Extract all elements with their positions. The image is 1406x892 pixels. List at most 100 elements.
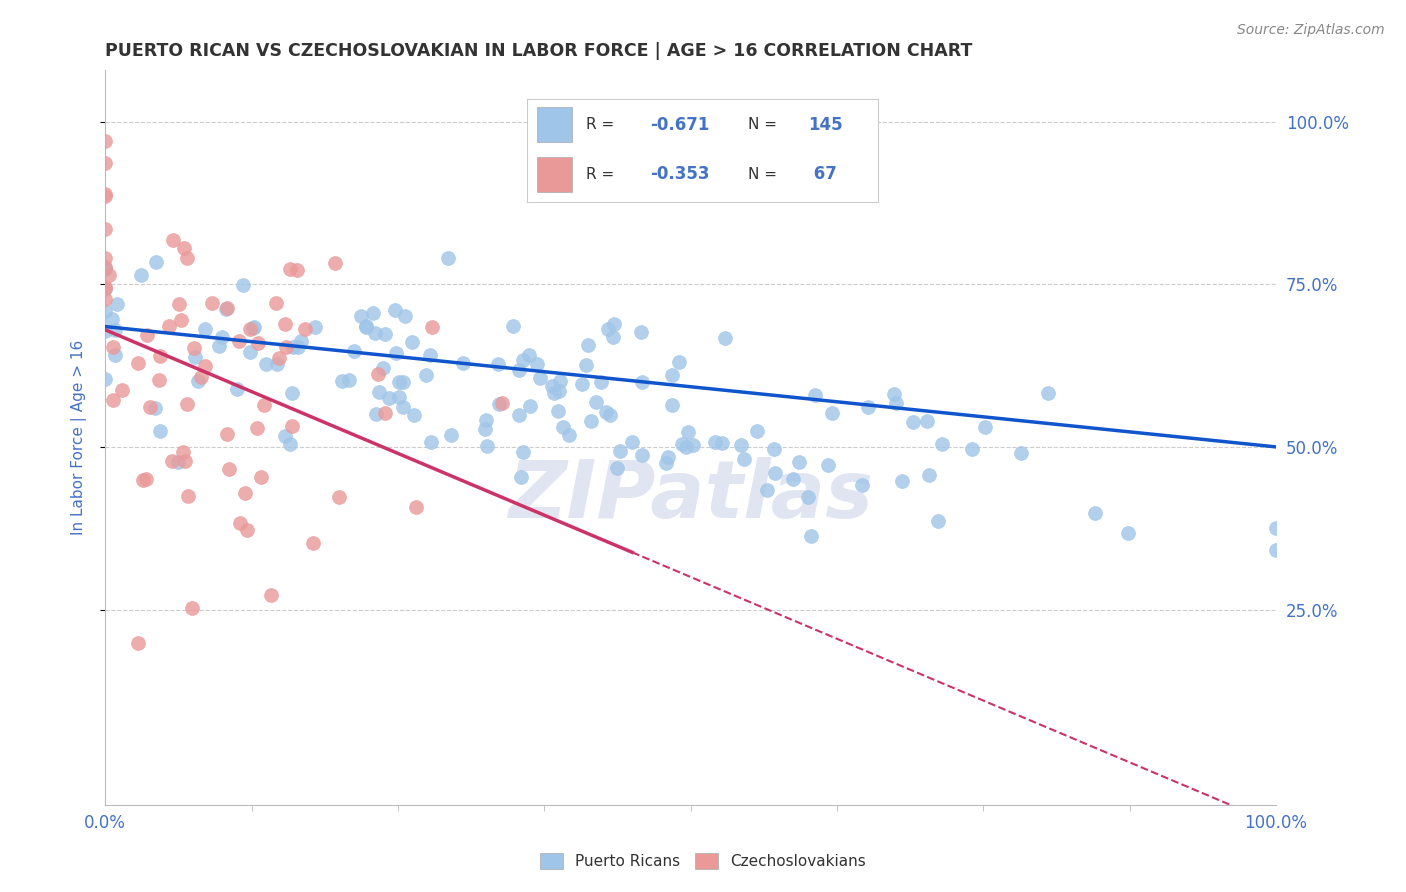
Point bbox=[800, 529, 823, 543]
Point bbox=[474, 422, 496, 436]
Point bbox=[94, 324, 117, 338]
Point bbox=[797, 490, 820, 504]
Point bbox=[145, 255, 167, 269]
Point bbox=[290, 334, 312, 348]
Point bbox=[491, 396, 513, 410]
Point bbox=[974, 419, 997, 434]
Point bbox=[176, 397, 198, 411]
Point bbox=[193, 359, 215, 374]
Point bbox=[436, 251, 458, 265]
Point bbox=[323, 256, 346, 270]
Point bbox=[264, 296, 287, 310]
Point bbox=[135, 328, 157, 343]
Point bbox=[139, 401, 162, 415]
Point bbox=[94, 282, 117, 296]
Point bbox=[239, 345, 262, 359]
Point bbox=[173, 454, 195, 468]
Point bbox=[1265, 543, 1288, 558]
Point bbox=[274, 429, 297, 443]
Point bbox=[512, 352, 534, 367]
Point bbox=[671, 436, 693, 450]
Point bbox=[591, 375, 613, 389]
Point bbox=[94, 222, 117, 236]
Point bbox=[609, 444, 631, 458]
Point bbox=[657, 450, 679, 464]
Point bbox=[451, 356, 474, 370]
Point bbox=[682, 438, 704, 452]
Point bbox=[260, 588, 283, 602]
Point bbox=[621, 434, 644, 449]
Point bbox=[128, 356, 150, 370]
Point bbox=[361, 306, 384, 320]
Point bbox=[232, 278, 254, 293]
Point bbox=[373, 361, 395, 376]
Point bbox=[517, 348, 540, 362]
Point bbox=[364, 407, 387, 421]
Point bbox=[901, 415, 924, 429]
Point bbox=[733, 451, 755, 466]
Point bbox=[94, 304, 117, 318]
Point bbox=[388, 376, 411, 390]
Text: Source: ZipAtlas.com: Source: ZipAtlas.com bbox=[1237, 23, 1385, 37]
Point bbox=[101, 340, 124, 354]
Point bbox=[368, 385, 391, 400]
Point bbox=[730, 438, 752, 452]
Point bbox=[675, 441, 697, 455]
Point bbox=[385, 346, 408, 360]
Point bbox=[166, 455, 188, 469]
Point bbox=[143, 401, 166, 415]
Point bbox=[278, 262, 301, 277]
Point bbox=[415, 368, 437, 382]
Text: ZIPatlas: ZIPatlas bbox=[508, 457, 873, 535]
Point bbox=[581, 415, 603, 429]
Point bbox=[394, 309, 416, 323]
Point bbox=[250, 469, 273, 483]
Point bbox=[599, 408, 621, 422]
Text: PUERTO RICAN VS CZECHOSLOVAKIAN IN LABOR FORCE | AGE > 16 CORRELATION CHART: PUERTO RICAN VS CZECHOSLOVAKIAN IN LABOR… bbox=[105, 42, 973, 60]
Point bbox=[94, 292, 117, 306]
Point bbox=[931, 437, 953, 451]
Point bbox=[132, 473, 155, 487]
Point bbox=[211, 330, 233, 344]
Point bbox=[440, 428, 463, 442]
Point bbox=[170, 313, 193, 327]
Point bbox=[236, 523, 259, 537]
Point bbox=[104, 348, 127, 362]
Point bbox=[217, 427, 239, 442]
Point bbox=[226, 382, 249, 396]
Point bbox=[94, 262, 117, 277]
Point bbox=[176, 251, 198, 265]
Point bbox=[571, 376, 593, 391]
Point bbox=[201, 296, 224, 310]
Point bbox=[548, 374, 571, 388]
Point bbox=[883, 387, 905, 401]
Point bbox=[239, 322, 262, 336]
Point bbox=[283, 340, 305, 354]
Point bbox=[183, 342, 205, 356]
Point bbox=[782, 472, 804, 486]
Point bbox=[585, 395, 607, 409]
Point bbox=[486, 357, 509, 371]
Point bbox=[529, 371, 551, 385]
Point bbox=[242, 321, 264, 335]
Point bbox=[294, 322, 316, 336]
Point bbox=[576, 337, 599, 351]
Point bbox=[356, 320, 378, 334]
Point bbox=[148, 373, 170, 387]
Point bbox=[543, 385, 565, 400]
Point bbox=[547, 404, 569, 418]
Point bbox=[540, 379, 562, 393]
Point bbox=[274, 340, 297, 354]
Point bbox=[253, 398, 276, 412]
Point bbox=[519, 399, 541, 413]
Point bbox=[104, 323, 127, 337]
Point bbox=[502, 318, 524, 333]
Point bbox=[1036, 386, 1059, 401]
Point bbox=[101, 312, 124, 326]
Point bbox=[101, 393, 124, 408]
Point bbox=[711, 435, 734, 450]
Point bbox=[817, 458, 839, 472]
Point bbox=[172, 445, 194, 459]
Point bbox=[960, 442, 983, 456]
Point bbox=[94, 187, 117, 202]
